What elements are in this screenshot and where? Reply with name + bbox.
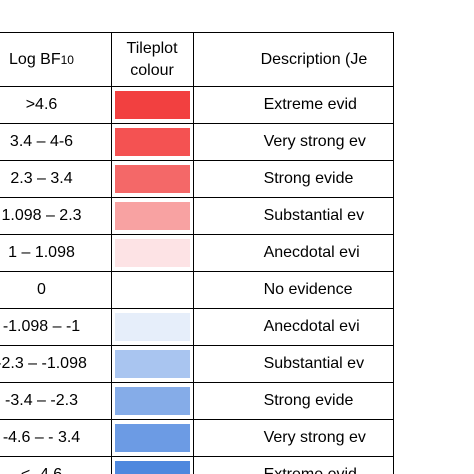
log-bf-label: Log BF — [9, 50, 61, 68]
tileplot-colour-cell — [110, 123, 194, 161]
evidence-description: Anecdotal evi — [192, 308, 395, 346]
table-body: >4.6 Extreme evid 3.4 – 4-6 Very strong ev 2… — [0, 86, 395, 474]
log-bf-range: < -4.6 — [0, 456, 112, 474]
evidence-description: Strong evide — [192, 160, 395, 198]
log-bf-subscript: 10 — [60, 52, 74, 67]
table-row: 1 – 1.098 Anecdotal evi — [0, 234, 395, 272]
evidence-description: Extreme evid — [192, 456, 395, 474]
log-bf-range: -3.4 – -2.3 — [0, 382, 112, 420]
colour-swatch — [114, 128, 190, 156]
log-bf-range: 0 — [0, 271, 112, 309]
tileplot-colour-cell — [110, 234, 194, 272]
header-log-bf: Log BF10 — [0, 32, 112, 87]
tileplot-colour-cell — [110, 456, 194, 474]
colour-swatch — [114, 424, 190, 452]
colour-swatch — [114, 276, 190, 304]
log-bf-range: -1.098 – -1 — [0, 308, 112, 346]
header-tileplot-colour: Tileplot colour — [110, 32, 194, 87]
bayes-factor-table: Log BF10 Tileplot colour Description (Je … — [0, 32, 395, 474]
table-row: >4.6 Extreme evid — [0, 86, 395, 124]
log-bf-range: 1.098 – 2.3 — [0, 197, 112, 235]
evidence-description: No evidence — [192, 271, 395, 309]
tileplot-colour-cell — [110, 382, 194, 420]
tileplot-label: Tileplot — [126, 39, 178, 57]
table-row: 1.098 – 2.3 Substantial ev — [0, 197, 395, 235]
log-bf-range: 2.3 – 3.4 — [0, 160, 112, 198]
colour-label: colour — [130, 61, 174, 79]
colour-swatch — [114, 165, 190, 193]
evidence-description: Very strong ev — [192, 123, 395, 161]
table-row: 0 No evidence — [0, 271, 395, 309]
log-bf-range: -4.6 – - 3.4 — [0, 419, 112, 457]
log-bf-range: -2.3 – -1.098 — [0, 345, 112, 383]
evidence-description: Extreme evid — [192, 86, 395, 124]
table-row: 2.3 – 3.4 Strong evide — [0, 160, 395, 198]
table-row: -2.3 – -1.098 Substantial ev — [0, 345, 395, 383]
table-row: -4.6 – - 3.4 Very strong ev — [0, 419, 395, 457]
tileplot-colour-cell — [110, 271, 194, 309]
colour-swatch — [114, 387, 190, 415]
log-bf-range: 1 – 1.098 — [0, 234, 112, 272]
evidence-description: Very strong ev — [192, 419, 395, 457]
colour-swatch — [114, 461, 190, 474]
evidence-description: Strong evide — [192, 382, 395, 420]
colour-swatch — [114, 239, 190, 267]
tileplot-colour-cell — [110, 160, 194, 198]
log-bf-range: >4.6 — [0, 86, 112, 124]
header-description: Description (Je — [192, 32, 395, 87]
colour-swatch — [114, 91, 190, 119]
tileplot-colour-cell — [110, 197, 194, 235]
colour-swatch — [114, 202, 190, 230]
header-row: Log BF10 Tileplot colour Description (Je — [0, 32, 395, 87]
table-row: < -4.6 Extreme evid — [0, 456, 395, 474]
evidence-description: Substantial ev — [192, 345, 395, 383]
tileplot-colour-cell — [110, 419, 194, 457]
table-row: -1.098 – -1 Anecdotal evi — [0, 308, 395, 346]
evidence-description: Substantial ev — [192, 197, 395, 235]
evidence-description: Anecdotal evi — [192, 234, 395, 272]
colour-swatch — [114, 313, 190, 341]
table-row: 3.4 – 4-6 Very strong ev — [0, 123, 395, 161]
tileplot-colour-cell — [110, 345, 194, 383]
colour-swatch — [114, 350, 190, 378]
table-row: -3.4 – -2.3 Strong evide — [0, 382, 395, 420]
tileplot-colour-cell — [110, 86, 194, 124]
log-bf-range: 3.4 – 4-6 — [0, 123, 112, 161]
tileplot-colour-cell — [110, 308, 194, 346]
